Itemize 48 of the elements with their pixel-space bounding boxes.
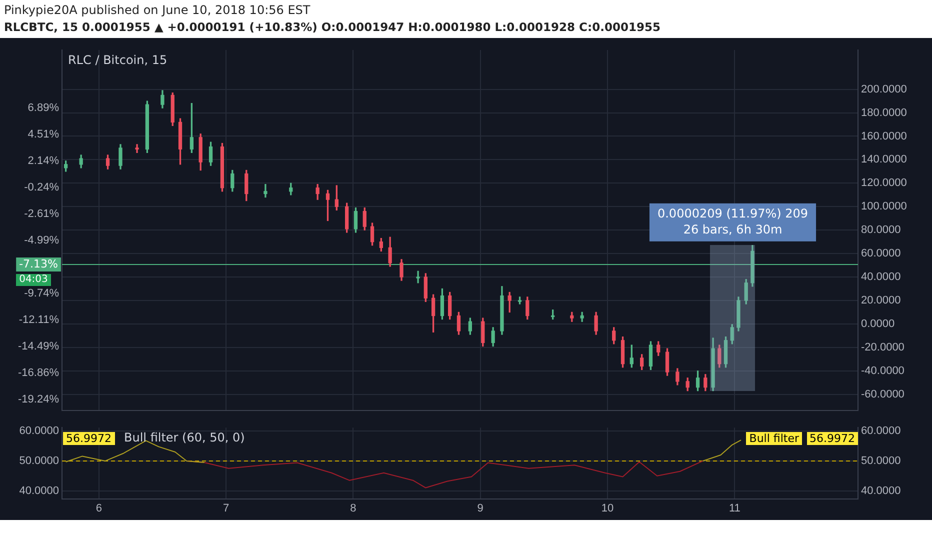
annotation: 26 bars, 6h 30m [683,222,782,236]
ref-line-label: -7.13% [19,257,58,270]
y2-tick-label: -2.61% [24,208,60,220]
y-tick-label: 80.0000 [861,224,901,236]
y-tick-label: -40.0000 [861,364,904,377]
y2-tick-label: -12.11% [18,314,60,326]
y-tick-label: 180.0000 [861,106,907,119]
y2-tick-label: -16.86% [18,367,60,380]
y-tick-label: 100.0000 [861,200,907,213]
y2-tick-label: 4.51% [28,128,60,141]
x-tick-label: 10 [601,502,614,514]
y2-tick-label: -4.99% [24,234,60,247]
x-tick-label: 8 [350,502,356,514]
x-tick-label: 6 [96,502,102,514]
x-tick-label: 7 [222,502,230,514]
y2-tick-label: -19.24% [18,394,60,406]
candlestick [416,270,420,284]
y-tick-label: 140.0000 [861,154,907,166]
y2-tick-label: 6.89% [28,102,60,114]
y2-tick-label: -9.74% [24,288,60,300]
annotation: 56.9972 [63,432,114,445]
y2-tick-label: -0.24% [24,182,60,194]
y-tick-label: 200.0000 [861,83,907,96]
annotation: 56.9972 [806,432,858,445]
chart-title: Bull filter (60, 50, 0) [124,430,245,445]
chart-title: RLC / Bitcoin, 15 [68,53,168,68]
text: Pinkypie20A published on June 10, 2018 10:56 EST [4,2,312,19]
y-tick-label: 160.0000 [861,130,907,142]
text: 04:03 [16,274,51,286]
y-tick-label: 50.0000 [19,454,59,467]
x-tick-label: 11 [728,502,740,514]
annotation: Bull filter [746,432,802,445]
text: RLCBTC, 15 0.0001955 ▲ +0.0000191 (+10.83%) O:0.0001947 H:0.0001980 L:0.0001928 C:0.0001955 [4,19,660,36]
y-tick-label: 0.0000 [861,318,895,330]
candlestick [264,184,268,198]
y-tick-label: 60.0000 [861,248,901,260]
candlestick [135,144,139,153]
annotation: 0.0000209 (11.97%) 209 [657,206,808,220]
x-tick-label: 9 [477,502,484,514]
y-tick-label: 60.0000 [19,425,59,438]
y2-tick-label: -14.49% [18,340,60,353]
y-tick-label: 40.0000 [19,484,59,497]
y-tick-label: -20.0000 [861,341,904,354]
y2-tick-label: 2.14% [28,155,60,168]
y-tick-label: 120.0000 [861,177,907,190]
y-tick-label: -60.0000 [861,388,904,400]
y-tick-label: 40.0000 [861,271,901,284]
y-tick-label: 20.0000 [861,294,901,307]
